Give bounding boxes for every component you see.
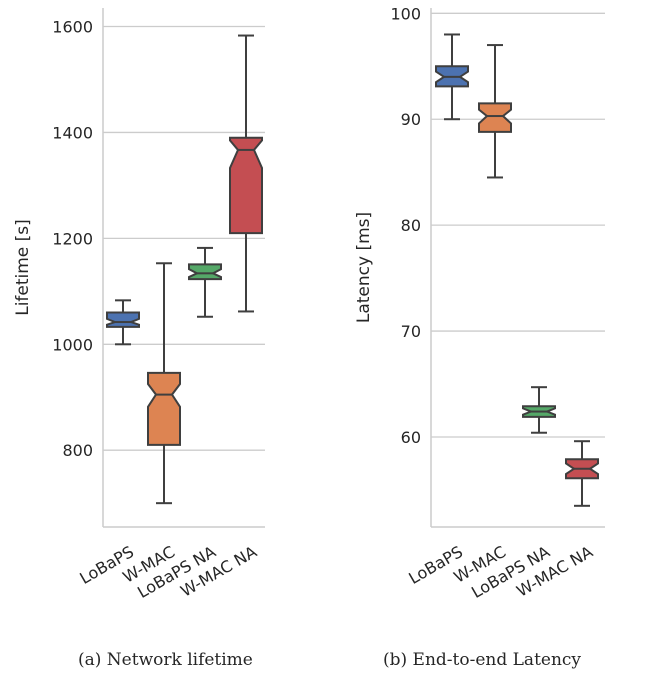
caption-network-lifetime: (a) Network lifetime <box>78 650 253 670</box>
y-tick-label: 80 <box>401 216 421 235</box>
caption-end-to-end-latency: (b) End-to-end Latency <box>383 650 582 670</box>
y-tick-label: 1000 <box>52 335 93 354</box>
y-tick-label: 60 <box>401 428 421 447</box>
box-w-mac-na <box>565 440 599 507</box>
box-w-mac <box>478 44 512 179</box>
y-tick-label: 100 <box>390 4 421 23</box>
box-body <box>106 311 140 328</box>
box-w-mac-na <box>229 34 263 313</box>
y-tick-label: 70 <box>401 322 421 341</box>
box-body <box>478 102 512 133</box>
y-tick-label: 90 <box>401 110 421 129</box>
box-lobaps <box>435 33 469 121</box>
box-lobaps-na <box>522 386 556 434</box>
box-body <box>229 136 263 235</box>
y-tick-label: 800 <box>62 441 93 460</box>
y-tick-label: 1200 <box>52 229 93 248</box>
y-axis-title: Lifetime [s] <box>13 219 33 316</box>
box-lobaps <box>106 299 140 346</box>
y-tick-label: 1400 <box>52 123 93 142</box>
box-lobaps-na <box>188 246 222 318</box>
y-axis-title: Latency [ms] <box>354 212 374 323</box>
box-body <box>147 371 181 446</box>
y-tick-label: 1600 <box>52 18 93 37</box>
box-w-mac <box>147 262 181 505</box>
box-body <box>188 263 222 281</box>
